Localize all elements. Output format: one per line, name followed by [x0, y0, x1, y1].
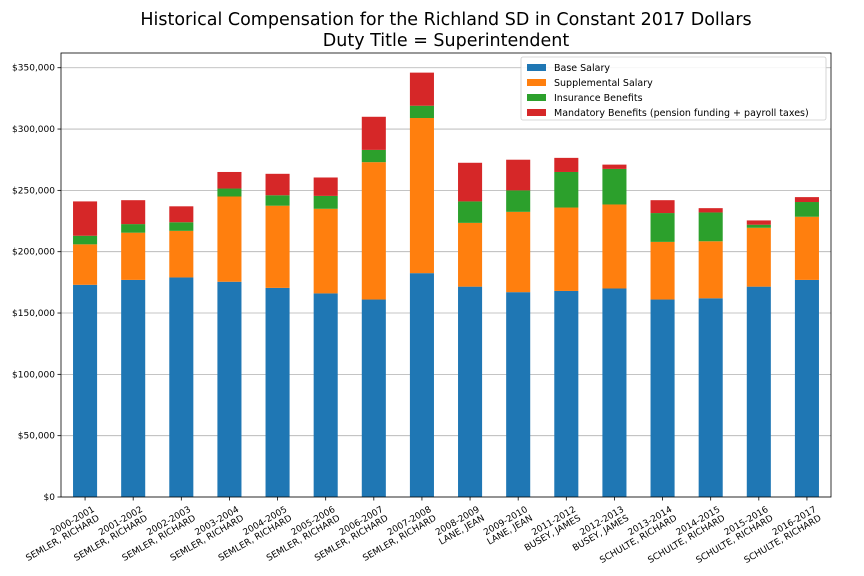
- bar-segment: [313, 177, 338, 196]
- y-tick-label: $50,000: [18, 432, 55, 442]
- bar-segment: [73, 201, 98, 236]
- y-tick-label: $250,000: [12, 186, 55, 196]
- bar-segment: [361, 162, 386, 300]
- bar-segment: [121, 232, 146, 280]
- bar-segment: [458, 201, 483, 223]
- bar-segment: [650, 241, 675, 300]
- legend-label: Base Salary: [554, 63, 610, 74]
- bar-segment: [409, 118, 434, 274]
- legend-swatch: [527, 79, 546, 86]
- y-tick-label: $0: [44, 493, 56, 503]
- bar-segment: [121, 279, 146, 497]
- bar-segment: [169, 206, 194, 223]
- bar-segment: [698, 212, 723, 242]
- bar-segment: [602, 164, 627, 169]
- bar-segment: [506, 190, 531, 212]
- bar-segment: [217, 188, 242, 197]
- bar-segment: [506, 211, 531, 293]
- bar-segment: [409, 273, 434, 497]
- bar-segment: [217, 196, 242, 282]
- bar-segment: [746, 220, 771, 225]
- bars: [73, 72, 819, 497]
- legend-swatch: [527, 94, 546, 101]
- bar-segment: [746, 286, 771, 497]
- bar-segment: [506, 159, 531, 191]
- bar-segment: [313, 195, 338, 209]
- legend-swatch: [527, 109, 546, 116]
- bar-segment: [217, 171, 242, 189]
- bar-segment: [794, 202, 819, 217]
- bar-segment: [265, 195, 290, 206]
- y-axis: $0 $50,000 $100,000 $150,000 $200,000 $250,00…: [12, 64, 61, 503]
- y-tick-label: $300,000: [12, 125, 55, 135]
- bar-segment: [409, 105, 434, 119]
- bar-segment: [361, 299, 386, 497]
- legend-swatch: [527, 64, 546, 71]
- bar-segment: [409, 72, 434, 106]
- plot-frame: [60, 52, 832, 498]
- bar-segment: [73, 235, 98, 245]
- bar-segment: [121, 224, 146, 233]
- bar-segment: [602, 288, 627, 497]
- legend-label: Supplemental Salary: [554, 78, 653, 89]
- bar-segment: [650, 213, 675, 242]
- legend-label: Mandatory Benefits (pension funding + pa…: [554, 108, 809, 119]
- bar-segment: [554, 290, 579, 497]
- bar-segment: [169, 277, 194, 497]
- bar-segment: [698, 298, 723, 497]
- bar-segment: [458, 162, 483, 202]
- bar-segment: [169, 230, 194, 278]
- legend-label: Insurance Benefits: [554, 93, 643, 104]
- bar-segment: [361, 116, 386, 150]
- y-tick-label: $350,000: [12, 64, 55, 74]
- bar-segment: [698, 208, 723, 213]
- bar-segment: [361, 149, 386, 163]
- legend: Base Salary Supplemental Salary Insurance …: [520, 56, 827, 121]
- bar-segment: [554, 171, 579, 208]
- bar-segment: [698, 241, 723, 299]
- bar-segment: [602, 168, 627, 205]
- bar-segment: [313, 208, 338, 294]
- bar-segment: [554, 157, 579, 172]
- bar-segment: [746, 227, 771, 287]
- bar-segment: [794, 216, 819, 280]
- bar-segment: [794, 279, 819, 497]
- bar-segment: [458, 222, 483, 287]
- y-tick-label: $100,000: [12, 370, 55, 380]
- bar-segment: [121, 200, 146, 225]
- legend-box: [520, 56, 827, 121]
- chart-title: Historical Compensation for the Richland…: [140, 10, 751, 30]
- bar-segment: [265, 205, 290, 288]
- bar-segment: [458, 286, 483, 497]
- bar-segment: [313, 293, 338, 497]
- y-tick-label: $200,000: [12, 248, 55, 258]
- bar-segment: [217, 281, 242, 497]
- bar-segment: [650, 299, 675, 497]
- bar-segment: [746, 224, 771, 228]
- bar-segment: [169, 222, 194, 231]
- bar-segment: [73, 284, 98, 497]
- bar-segment: [794, 197, 819, 203]
- bar-segment: [650, 200, 675, 214]
- bar-segment: [506, 292, 531, 497]
- chart-subtitle: Duty Title = Superintendent: [323, 31, 570, 51]
- bar-segment: [554, 207, 579, 291]
- bar-segment: [73, 244, 98, 285]
- bar-segment: [602, 204, 627, 289]
- bar-segment: [265, 287, 290, 497]
- y-tick-label: $150,000: [12, 309, 55, 319]
- bar-segment: [265, 173, 290, 196]
